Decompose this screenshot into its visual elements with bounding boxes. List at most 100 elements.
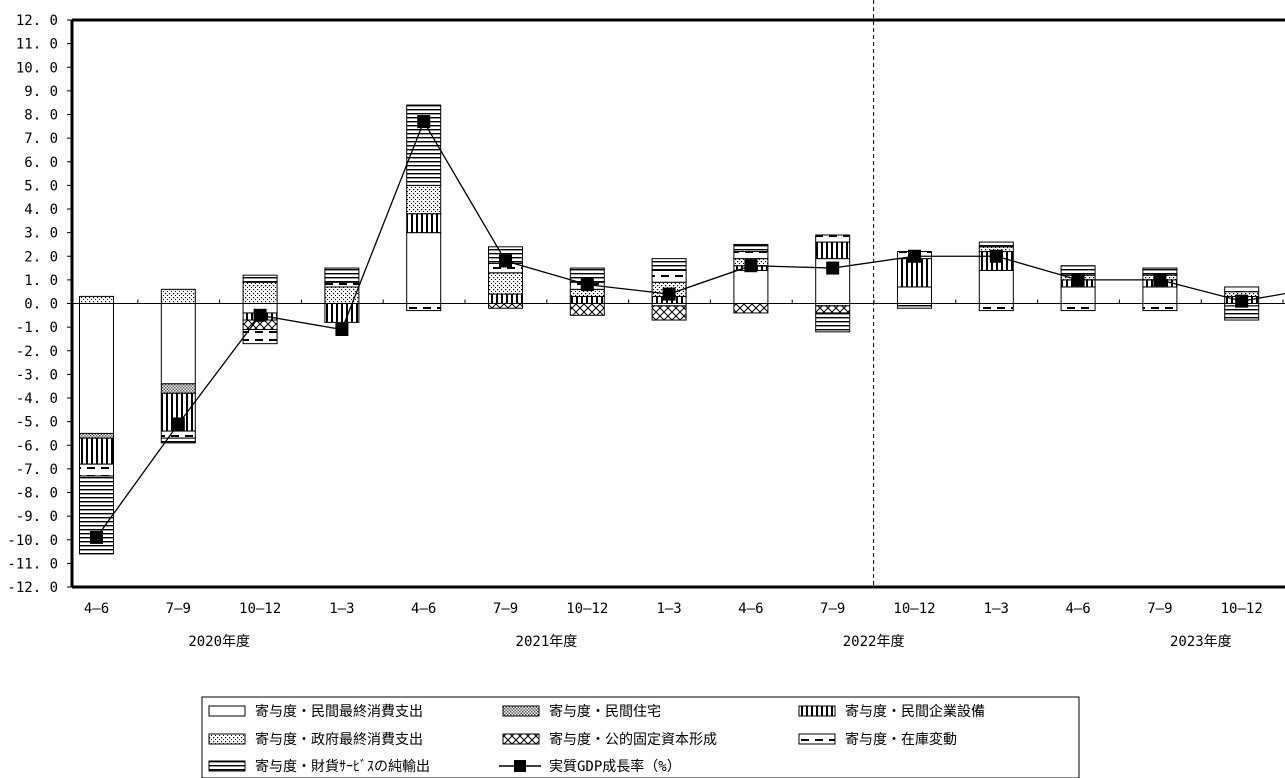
bar-segment <box>897 258 932 288</box>
y-tick-label: 8. 0 <box>24 108 58 124</box>
bar-segment <box>488 272 523 295</box>
legend: 寄与度・民間最終消費支出 寄与度・民間住宅 寄与度・民間企業設備寄与度・政府最終消費… <box>201 696 1080 778</box>
gdp-line-layer <box>90 115 1285 544</box>
y-tick-label: -6. 0 <box>16 438 58 454</box>
x-tick-label: 7–9 <box>166 601 191 617</box>
bar-segment <box>406 303 442 312</box>
legend-swatch <box>798 733 836 745</box>
bar-segment <box>733 269 769 304</box>
legend-box <box>201 696 1080 778</box>
y-tick-label: 2. 0 <box>24 249 58 265</box>
gdp-growth-point <box>744 259 758 273</box>
y-tick-label: -11. 0 <box>7 556 58 572</box>
bars-layer <box>79 104 1260 555</box>
y-tick-label: -10. 0 <box>7 533 58 549</box>
bar-segment <box>324 286 360 304</box>
legend-label: 寄与度・在庫変動 <box>845 731 957 748</box>
bar-segment <box>79 463 114 477</box>
bar-segment <box>651 269 687 283</box>
bar-segment <box>488 303 523 309</box>
bar-segment <box>79 295 114 305</box>
bar-segment <box>1224 305 1260 321</box>
bar-segment <box>160 437 196 444</box>
y-tick-label: -3. 0 <box>16 367 58 383</box>
gdp-growth-point <box>171 417 185 431</box>
x-tick-label: 4–6 <box>84 601 109 617</box>
bar-segment <box>79 432 114 439</box>
legend-label: 寄与度・民間住宅 <box>549 703 661 720</box>
fiscal-year-label: 2021年度 <box>516 634 578 650</box>
legend-label: 寄与度・民間最終消費支出 <box>255 703 423 720</box>
x-tick-label: 7–9 <box>493 601 518 617</box>
gdp-growth-line <box>95 120 1285 538</box>
bar-segment <box>733 243 769 253</box>
y-tick-label: -1. 0 <box>16 320 58 336</box>
bar-segment <box>978 269 1014 304</box>
y-tick-label: 12. 0 <box>16 13 58 29</box>
gdp-growth-point <box>1071 273 1085 287</box>
y-tick-label: -5. 0 <box>16 415 58 431</box>
bar-segment <box>897 286 932 304</box>
bar-segment <box>978 241 1014 248</box>
bar-segment <box>324 281 360 288</box>
x-tick-label: 4–6 <box>411 601 436 617</box>
y-tick-label: 6. 0 <box>24 155 58 171</box>
plot-frame <box>70 0 1285 589</box>
y-tick-label: 3. 0 <box>24 226 58 242</box>
x-tick-label: 4–6 <box>738 601 763 617</box>
x-tick-label: 1–3 <box>329 601 354 617</box>
bar-segment <box>1142 303 1178 312</box>
bar-segment <box>160 430 196 439</box>
legend-label: 実質GDP成長率（%） <box>549 758 681 775</box>
x-tick-label: 10–12 <box>1221 601 1263 617</box>
bar-segment <box>160 383 196 394</box>
y-tick-label: 1. 0 <box>24 273 58 289</box>
x-tick-label: 7–9 <box>1147 601 1172 617</box>
bar-segment <box>406 184 442 215</box>
bar-segment <box>897 303 932 309</box>
bar-segment <box>569 295 605 305</box>
gdp-growth-point <box>826 261 840 275</box>
gdp-growth-point <box>662 287 676 301</box>
y-tick-label: 0. 0 <box>24 297 58 313</box>
x-tick-label: 10–12 <box>566 601 608 617</box>
y-tick-label: 5. 0 <box>24 178 58 194</box>
legend-swatch <box>208 705 246 717</box>
bar-segment <box>815 305 851 314</box>
bar-segment <box>1060 286 1096 304</box>
bar-segment <box>733 303 769 314</box>
fiscal-year-label: 2023年度 <box>1170 634 1232 650</box>
bar-segment <box>815 234 851 243</box>
bar-segment <box>324 303 360 323</box>
gdp-growth-point <box>580 278 594 292</box>
legend-label: 寄与度・政府最終消費支出 <box>255 731 423 748</box>
bar-segment <box>1142 286 1178 304</box>
y-tick-label: 4. 0 <box>24 202 58 218</box>
bar-segment <box>242 328 278 345</box>
bar-segment <box>978 303 1014 312</box>
fiscal-year-label: 2022年度 <box>843 634 905 650</box>
legend-swatch <box>208 733 246 745</box>
bar-segment <box>324 267 360 283</box>
bar-segment <box>406 232 442 304</box>
y-tick-label: 9. 0 <box>24 84 58 100</box>
y-tick-label: -12. 0 <box>7 580 58 596</box>
bar-segment <box>406 213 442 234</box>
gdp-growth-point <box>908 249 921 263</box>
legend-swatch <box>798 705 836 717</box>
gdp-growth-point <box>335 322 349 336</box>
bar-segment <box>242 281 278 304</box>
legend-marker-swatch <box>514 760 526 772</box>
bar-segment <box>79 303 114 434</box>
legend-label: 寄与度・公的固定資本形成 <box>549 731 717 748</box>
legend-label: 寄与度・財貨ｻｰﾋﾞｽの純輸出 <box>255 758 430 775</box>
gdp-growth-point <box>499 254 512 268</box>
bar-segment <box>1224 286 1260 293</box>
x-tick-label: 10–12 <box>239 601 281 617</box>
bar-segment <box>160 288 196 305</box>
legend-swatch <box>208 760 246 772</box>
bar-segment <box>733 251 769 260</box>
bar-segment <box>79 437 114 465</box>
x-axis: 4–6 7–9 10–12 1–3 4–6 7–9 10–12 1–3 4–6 7–9 10–12 1… <box>84 601 1263 650</box>
bar-segment <box>815 312 851 333</box>
